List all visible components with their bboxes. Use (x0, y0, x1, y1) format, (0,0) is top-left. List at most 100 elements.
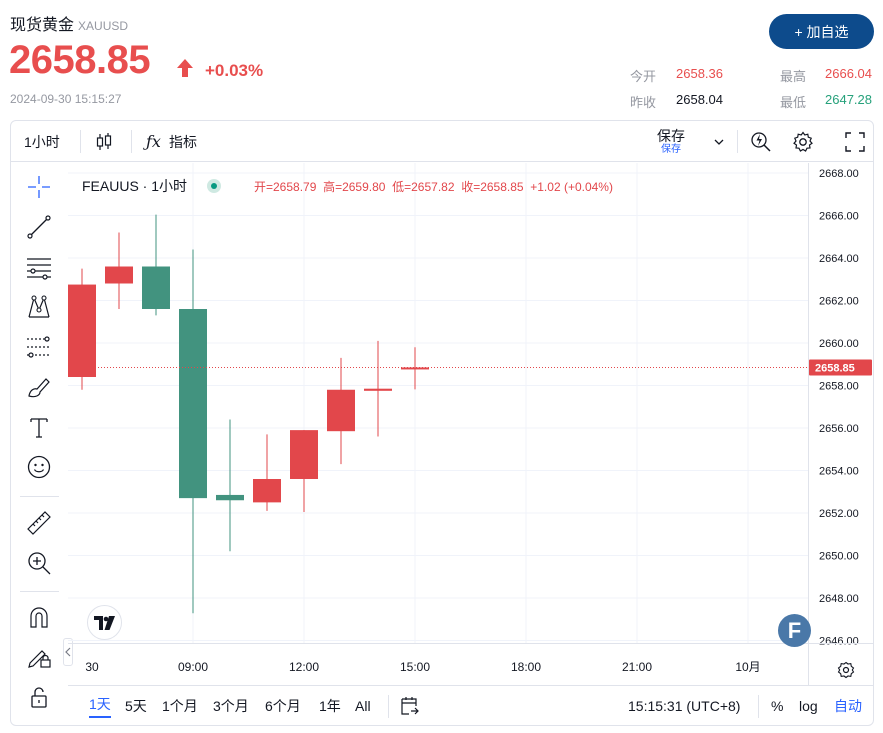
bottom-divider (758, 695, 759, 718)
up-arrow-icon (177, 59, 193, 77)
ruler-tool[interactable] (25, 509, 53, 537)
range-1y[interactable]: 1年 (319, 698, 341, 714)
instrument-symbol: XAUUSD (78, 19, 129, 33)
time-tick-label: 10月 (735, 660, 760, 674)
candle-body (68, 284, 96, 377)
save-button[interactable]: 保存 保存 (657, 127, 685, 155)
quick-search-button[interactable] (750, 121, 772, 162)
price-tick-label: 2666.00 (819, 211, 859, 223)
candle (364, 340, 392, 437)
price-change: +0.03% (205, 61, 264, 80)
clock-timezone[interactable]: 15:15:31 (UTC+8) (628, 698, 741, 714)
quote-datetime: 2024-09-30 15:15:27 (10, 92, 122, 106)
price-tick-label: 2650.00 (819, 551, 859, 563)
horizontal-lines-tool[interactable] (25, 253, 53, 281)
chart-toolbar: 1小时 ƒx 指标 保存 保存 (11, 121, 873, 162)
tradingview-logo[interactable] (87, 605, 122, 640)
range-5d[interactable]: 5天 (125, 698, 147, 714)
range-1d[interactable]: 1天 (89, 686, 111, 725)
text-tool[interactable] (25, 413, 53, 441)
price-tick-label: 2654.00 (819, 466, 859, 478)
price-tick-label: 2660.00 (819, 338, 859, 350)
interval-button[interactable]: 1小时 (24, 133, 60, 150)
crosshair-tool[interactable] (25, 173, 53, 201)
last-price-label: 2658.85 (815, 362, 855, 374)
function-icon: ƒx (146, 132, 161, 151)
bottom-divider (388, 695, 389, 718)
save-dropdown-button[interactable] (713, 121, 725, 162)
pattern-tool[interactable] (25, 293, 53, 321)
zoom-tool[interactable] (25, 549, 53, 577)
add-watchlist-button[interactable]: + 加自选 (769, 14, 874, 49)
axis-settings-button[interactable] (834, 658, 858, 682)
settings-button[interactable] (792, 121, 814, 162)
fullscreen-button[interactable] (845, 121, 865, 162)
price-tick-label: 2656.00 (819, 423, 859, 435)
pencil-lock-icon (28, 650, 51, 668)
time-tick-label: 09:00 (178, 660, 208, 674)
legend-change: +1.02 (+0.04%) (530, 180, 613, 194)
last-price-line: 2658.85 (68, 359, 872, 376)
range-6m[interactable]: 6个月 (265, 698, 301, 714)
range-3m[interactable]: 3个月 (213, 698, 249, 714)
log-toggle[interactable]: log (799, 698, 818, 714)
range-1m[interactable]: 1个月 (162, 698, 198, 714)
magnet-tool[interactable] (25, 603, 53, 631)
magnet-icon (30, 607, 48, 628)
price-chart[interactable]: 2658.85 2668.00 2666.00 2664.00 2662.00 2660… (11, 121, 873, 725)
auto-toggle[interactable]: 自动 (834, 698, 862, 714)
collapse-toolbar-handle[interactable] (63, 638, 73, 666)
candle-body (105, 266, 133, 284)
candle (142, 214, 170, 316)
text-icon (30, 418, 48, 438)
percent-toggle[interactable]: % (771, 698, 784, 714)
price-tick-label: 2664.00 (819, 253, 859, 265)
lock-icon (31, 687, 47, 708)
lock-tool[interactable] (25, 683, 53, 711)
indicators-button[interactable]: ƒx 指标 (146, 132, 197, 151)
last-price-label-bg (809, 359, 872, 376)
candle-body (142, 266, 170, 309)
candle (179, 249, 207, 614)
candles (68, 214, 429, 614)
lock-drawing-tool[interactable] (25, 643, 53, 671)
tools-divider (20, 591, 59, 592)
tv-logo-icon (93, 615, 115, 630)
price-tick-label: 2652.00 (819, 508, 859, 520)
calendar-goto-icon (401, 697, 419, 715)
crosshair-icon (28, 176, 50, 198)
quote-header: 现货黄金 XAUUSD 2658.85 +0.03% 2024-09-30 15:… (0, 0, 883, 118)
smiley-icon (27, 455, 51, 479)
candle-body (253, 479, 281, 503)
time-tick-label: 30 (85, 660, 99, 674)
chevron-down-icon (714, 139, 724, 145)
brush-tool[interactable] (25, 373, 53, 401)
candle (105, 232, 133, 309)
candle (253, 434, 281, 511)
tools-divider (20, 496, 59, 497)
legend-low: 低=2657.82 (392, 180, 455, 194)
candle-body (364, 388, 392, 391)
time-tick-label: 21:00 (622, 660, 652, 674)
chart-legend: FEAUUS · 1小时 (82, 176, 221, 196)
brand-badge-icon[interactable]: F (778, 614, 811, 647)
go-to-date-button[interactable] (398, 686, 420, 725)
candlestick-icon (96, 132, 112, 150)
fullscreen-icon (845, 131, 865, 152)
candle (68, 268, 96, 390)
candle-body (290, 430, 318, 479)
legend-status-dot (206, 179, 221, 193)
brush-icon (28, 378, 50, 398)
candle (401, 347, 429, 390)
trend-line-tool[interactable] (25, 213, 53, 241)
lightning-search-icon (751, 131, 771, 152)
emoji-tool[interactable] (25, 453, 53, 481)
fib-tool[interactable] (25, 333, 53, 361)
toolbar-divider (80, 130, 81, 153)
candle (327, 357, 355, 465)
price-tick-label: 2658.00 (819, 381, 859, 393)
current-price: 2658.85 (9, 38, 151, 82)
zoom-in-icon (28, 552, 51, 575)
candle-type-button[interactable] (95, 121, 113, 162)
range-all[interactable]: All (355, 698, 371, 714)
